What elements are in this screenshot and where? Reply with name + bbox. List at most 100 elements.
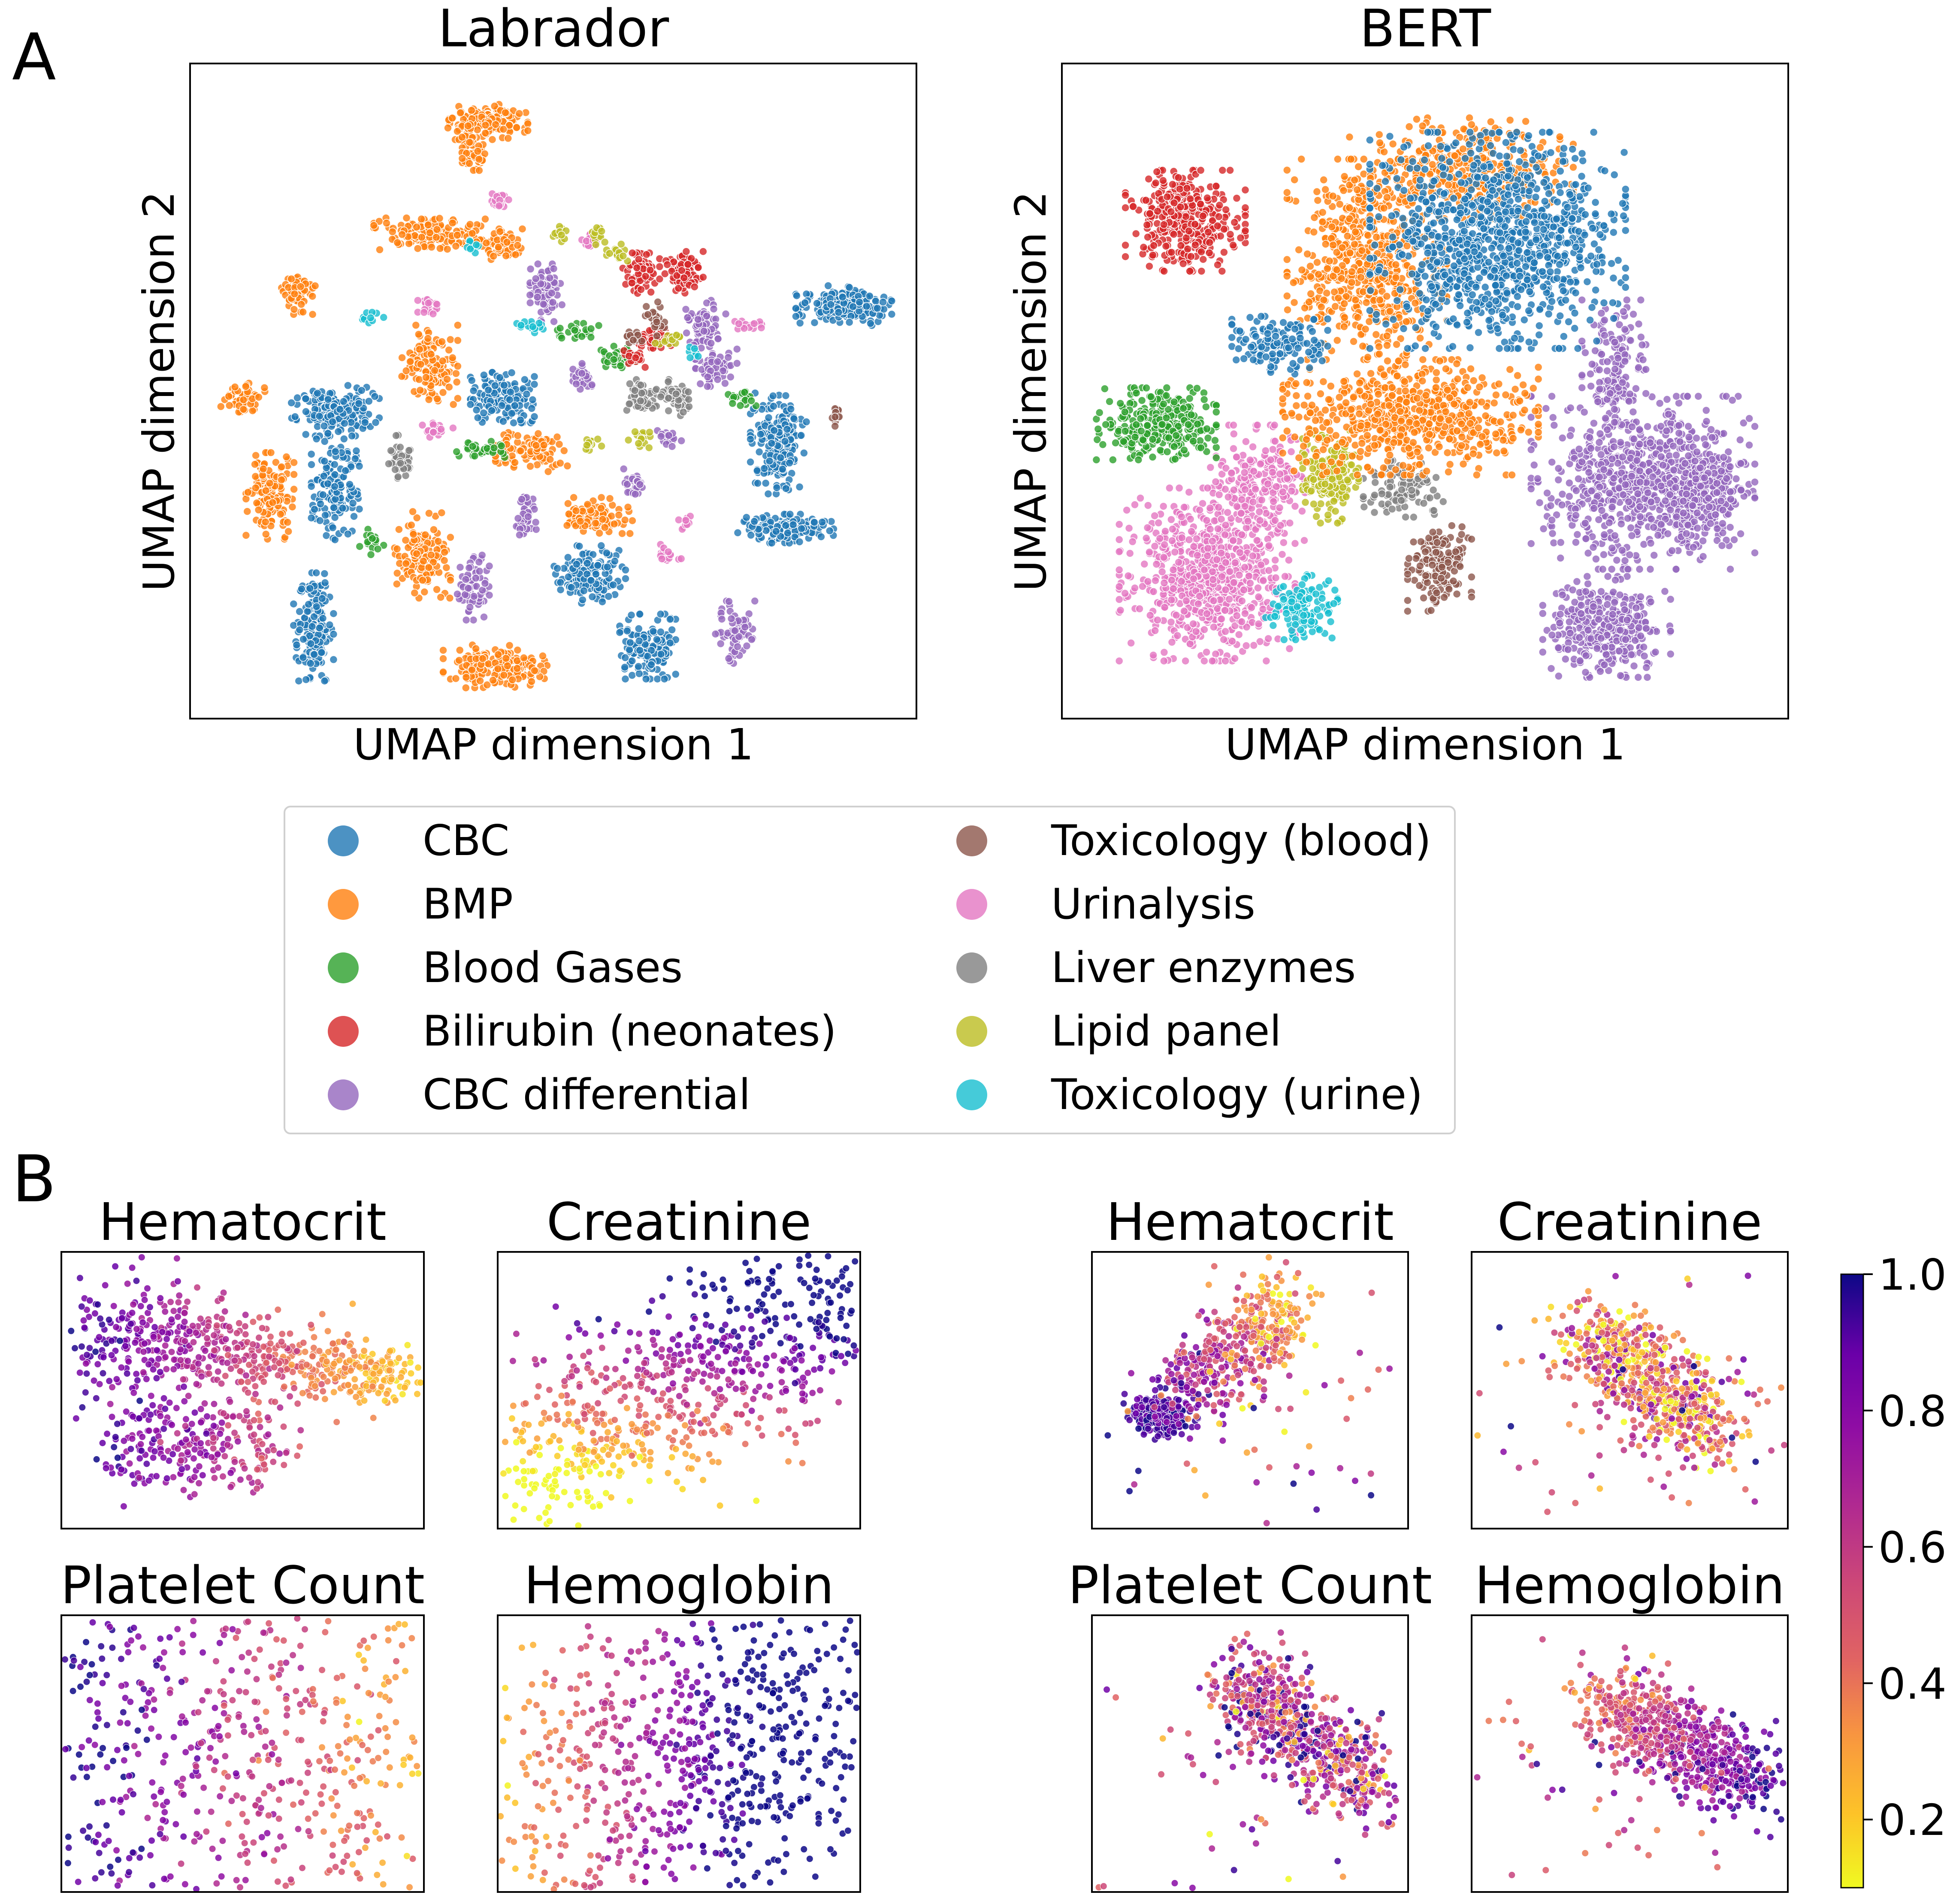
data-point xyxy=(564,553,572,562)
data-point xyxy=(619,465,628,473)
data-point xyxy=(328,417,337,426)
data-point xyxy=(518,224,527,233)
data-point xyxy=(516,416,525,424)
data-point xyxy=(565,510,573,518)
data-point xyxy=(810,518,819,527)
data-point xyxy=(620,663,629,671)
data-point xyxy=(1624,497,1633,506)
data-point xyxy=(750,319,759,328)
data-point xyxy=(657,432,665,441)
data-point xyxy=(635,669,644,678)
data-point xyxy=(593,435,602,444)
data-point xyxy=(251,472,260,481)
data-point xyxy=(1595,473,1604,481)
data-point xyxy=(1543,489,1551,497)
data-point xyxy=(769,391,777,400)
data-point xyxy=(563,462,572,470)
data-point xyxy=(1627,531,1636,540)
data-point xyxy=(480,613,488,621)
data-point xyxy=(625,399,634,408)
data-point xyxy=(783,425,792,434)
data-point xyxy=(506,388,515,396)
data-point xyxy=(769,402,778,411)
data-point xyxy=(320,422,329,430)
data-point xyxy=(653,332,661,340)
data-point xyxy=(556,578,565,587)
data-point xyxy=(628,671,637,680)
data-point xyxy=(490,102,499,111)
data-point xyxy=(1689,543,1698,552)
data-point xyxy=(702,311,711,320)
data-point xyxy=(230,383,239,391)
panel-label-b: B xyxy=(12,1142,56,1217)
data-point xyxy=(617,240,626,248)
data-point xyxy=(597,541,606,550)
data-point xyxy=(1590,504,1598,513)
chart-title: BERT xyxy=(1360,0,1491,59)
data-point xyxy=(1618,453,1627,462)
data-point xyxy=(586,576,596,585)
data-point xyxy=(1575,444,1584,453)
data-point xyxy=(515,109,524,118)
data-point xyxy=(1605,489,1614,498)
data-point xyxy=(328,523,337,532)
data-point xyxy=(642,250,651,259)
data-point xyxy=(753,479,762,488)
data-point xyxy=(772,527,780,536)
scatter-cluster-cbc xyxy=(550,541,630,607)
scatter-cluster-lipid-panel xyxy=(549,222,570,246)
data-point xyxy=(496,373,504,382)
data-point xyxy=(473,125,482,134)
data-point xyxy=(533,260,542,269)
data-point xyxy=(742,641,751,650)
data-point xyxy=(351,454,360,463)
data-point xyxy=(462,673,471,682)
data-point xyxy=(387,446,395,455)
data-point xyxy=(357,386,366,395)
data-point xyxy=(429,428,438,437)
data-point xyxy=(320,578,330,587)
data-point xyxy=(686,353,695,362)
data-point xyxy=(416,386,425,395)
data-point xyxy=(845,283,854,292)
scatter-cluster-blood-gases xyxy=(355,525,388,559)
data-point xyxy=(355,462,364,471)
data-point xyxy=(586,324,596,333)
data-point xyxy=(1557,501,1566,509)
data-point xyxy=(452,378,461,387)
data-point xyxy=(379,313,388,322)
data-point xyxy=(544,467,553,476)
data-point xyxy=(683,313,692,322)
data-point xyxy=(329,609,338,618)
data-point xyxy=(556,459,565,468)
data-point xyxy=(299,635,308,644)
data-point xyxy=(283,518,292,527)
data-point xyxy=(316,499,325,508)
data-point xyxy=(1597,450,1605,459)
data-point xyxy=(513,241,522,250)
data-point xyxy=(699,273,707,281)
data-point xyxy=(497,401,506,410)
data-point xyxy=(527,677,536,686)
data-point xyxy=(453,231,462,239)
data-point xyxy=(549,264,558,273)
data-point xyxy=(485,562,494,571)
data-point xyxy=(443,245,452,254)
scatter-cluster-bmp xyxy=(444,100,532,144)
data-point xyxy=(526,265,535,273)
data-point xyxy=(668,442,677,451)
data-point xyxy=(530,666,539,675)
data-point xyxy=(432,585,441,594)
data-point xyxy=(411,321,420,329)
data-point xyxy=(656,650,665,659)
data-point xyxy=(466,220,475,229)
data-point xyxy=(1646,565,1655,574)
data-point xyxy=(1587,444,1595,453)
data-point xyxy=(577,359,586,368)
scatter-cluster-lipid-panel xyxy=(624,427,655,452)
data-point xyxy=(555,440,564,449)
data-point xyxy=(522,390,531,399)
data-point xyxy=(733,345,741,354)
data-point xyxy=(724,654,733,663)
data-point xyxy=(570,326,579,335)
